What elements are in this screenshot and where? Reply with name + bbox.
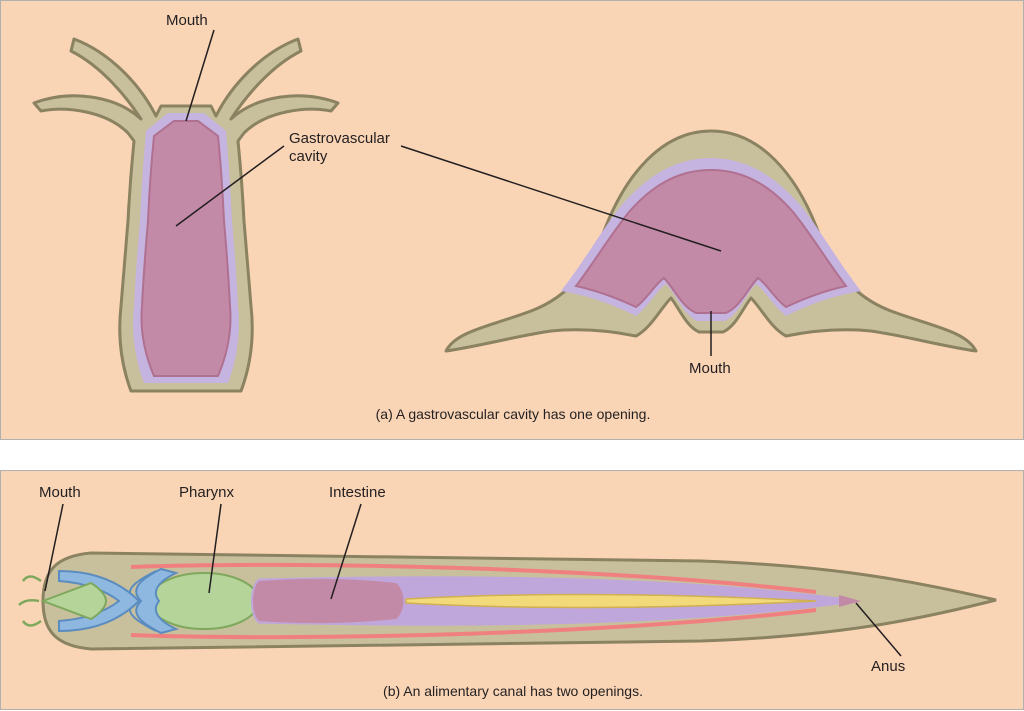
nematode-intestine-front <box>253 579 404 623</box>
panel-b-caption: (b) An alimentary canal has two openings… <box>383 683 643 699</box>
panel-b-svg: Mouth Pharynx Intestine Anus (b) An alim… <box>1 471 1024 711</box>
panel-a-svg: Mouth Gastrovascular cavity Mouth (a) A … <box>1 1 1024 441</box>
label-mouth-b: Mouth <box>39 484 81 501</box>
label-mouth-polyp: Mouth <box>166 12 208 29</box>
panel-a-caption: (a) A gastrovascular cavity has one open… <box>376 406 651 422</box>
label-mouth-medusa: Mouth <box>689 360 731 377</box>
nematode-pharynx <box>149 573 259 629</box>
label-gastro-1: Gastrovascular <box>289 130 390 147</box>
panel-a: Mouth Gastrovascular cavity Mouth (a) A … <box>0 0 1024 440</box>
nematode <box>19 553 996 649</box>
label-intestine: Intestine <box>329 484 386 501</box>
medusa-cavity <box>576 170 846 313</box>
polyp <box>34 39 338 391</box>
label-pharynx: Pharynx <box>179 484 235 501</box>
label-gastro-2: cavity <box>289 148 328 165</box>
nematode-bristles <box>19 577 41 626</box>
panel-b: Mouth Pharynx Intestine Anus (b) An alim… <box>0 470 1024 710</box>
polyp-cavity <box>142 121 231 376</box>
label-anus: Anus <box>871 658 905 675</box>
